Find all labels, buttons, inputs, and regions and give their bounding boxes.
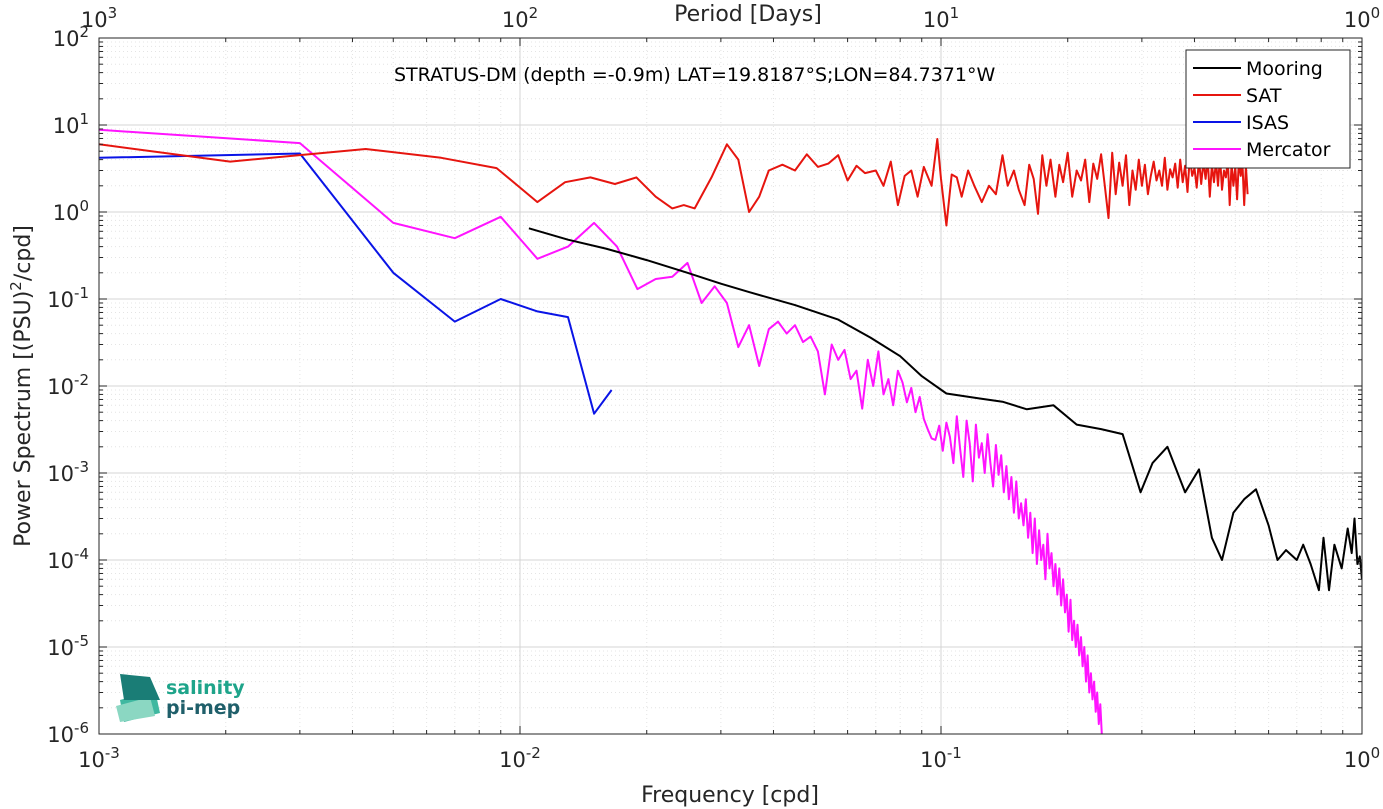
y-axis-label: Power Spectrum [(PSU)2/cpd] — [7, 225, 36, 547]
y-tick-label: 10-5 — [47, 632, 89, 660]
y-axis-label-sup: 2 — [7, 281, 25, 291]
series-line-mooring — [528, 227, 1362, 592]
x-tick-label: 10-2 — [499, 744, 541, 772]
x-tick-label: 10-1 — [920, 744, 962, 772]
legend-label-mooring: Mooring — [1246, 58, 1323, 80]
y-axis-label-main: Power Spectrum [(PSU) — [11, 291, 36, 547]
legend-label-mercator: Mercator — [1246, 139, 1331, 161]
ticks-layer — [98, 37, 1363, 735]
y-tick-label: 102 — [53, 23, 89, 51]
top-tick-label: 100 — [1344, 4, 1380, 32]
top-tick-label: 101 — [923, 4, 959, 32]
x-axis-label: Frequency [cpd] — [641, 783, 819, 808]
logo-mark-top — [120, 674, 160, 700]
y-tick-label: 10-1 — [47, 284, 89, 312]
legend-label-sat: SAT — [1246, 85, 1282, 107]
y-tick-label: 100 — [53, 197, 89, 225]
series-layer — [99, 128, 1362, 734]
plot-annotation: STRATUS-DM (depth =-0.9m) LAT=19.8187°S;… — [394, 64, 995, 86]
legend-label-isas: ISAS — [1246, 112, 1289, 134]
legend-items: Mooring SAT ISAS Mercator — [1193, 58, 1331, 161]
y-tick-label: 10-3 — [47, 458, 89, 486]
logo-mark-mid — [116, 697, 155, 722]
major-grid — [99, 38, 1362, 734]
y-tick-label: 10-4 — [47, 545, 89, 573]
x-tick-label: 100 — [1344, 744, 1380, 772]
salinity-pi-mep-logo: salinity pi-mep — [116, 674, 245, 722]
y-tick-label: 101 — [53, 110, 89, 138]
svg-text:salinity: salinity — [166, 677, 245, 699]
legend: Mooring SAT ISAS Mercator — [1185, 49, 1351, 169]
svg-text:pi-mep: pi-mep — [166, 697, 240, 719]
top-tick-label: 103 — [81, 4, 117, 32]
x-tick-label: 10-3 — [78, 744, 120, 772]
top-axis-label: Period [Days] — [674, 2, 822, 27]
y-tick-label: 10-2 — [47, 371, 89, 399]
top-tick-label: 102 — [502, 4, 538, 32]
y-tick-label: 10-6 — [47, 719, 89, 747]
y-axis-label-tail: /cpd] — [11, 225, 36, 281]
series-line-isas — [99, 152, 613, 415]
series-line-mercator — [99, 128, 1103, 734]
series-line-sat — [99, 138, 1249, 227]
